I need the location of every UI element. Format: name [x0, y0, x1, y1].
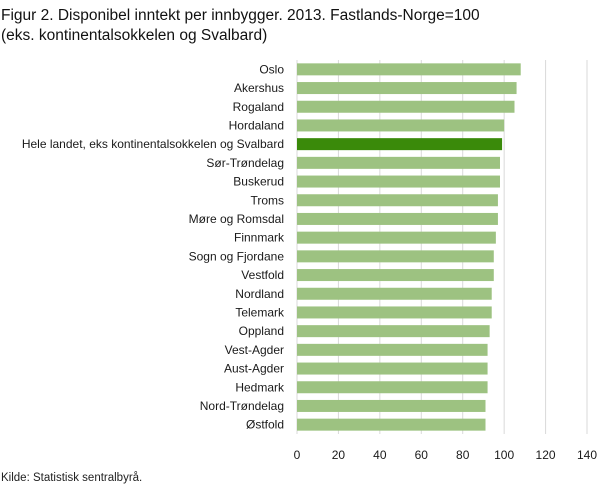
category-label: Telemark: [235, 305, 285, 319]
category-label: Akershus: [234, 81, 284, 95]
category-label: Buskerud: [233, 175, 284, 189]
bar: [297, 325, 490, 338]
category-label: Troms: [250, 193, 284, 207]
bar: [297, 63, 521, 76]
category-label: Nord-Trøndelag: [200, 399, 284, 413]
x-tick-label: 60: [415, 448, 429, 462]
category-label: Sør-Trøndelag: [206, 156, 284, 170]
bar: [297, 175, 500, 188]
category-label: Oppland: [239, 324, 284, 338]
category-label: Finnmark: [234, 231, 285, 245]
bar: [297, 138, 503, 151]
bar: [297, 287, 492, 300]
category-label: Vestfold: [241, 268, 284, 282]
bar: [297, 399, 486, 412]
bar: [297, 362, 488, 375]
category-label: Hele landet, eks kontinentalsokkelen og …: [22, 137, 284, 151]
bar: [297, 100, 515, 113]
bar: [297, 119, 505, 132]
bar: [297, 156, 500, 169]
category-label: Aust-Agder: [224, 362, 284, 376]
bar: [297, 306, 492, 319]
bar: [297, 343, 488, 356]
category-label: Vest-Agder: [225, 343, 284, 357]
bar: [297, 269, 494, 282]
chart-title: Figur 2. Disponibel inntekt per innbygge…: [1, 6, 601, 46]
bar: [297, 231, 496, 244]
x-tick-label: 20: [332, 448, 346, 462]
bar: [297, 250, 494, 263]
chart-title-line2: (eks. kontinentalsokkelen og Svalbard): [1, 27, 268, 44]
bar: [297, 418, 486, 431]
source-note: Kilde: Statistisk sentralbyrå.: [1, 472, 143, 484]
x-tick-label: 40: [373, 448, 387, 462]
bar-chart: Oslo Akershus Rogaland Hordaland Hele landet…: [22, 60, 597, 462]
x-tick-label: 120: [536, 448, 556, 462]
category-label: Østfold: [246, 418, 284, 432]
x-tick-label: 100: [494, 448, 514, 462]
category-label: Sogn og Fjordane: [189, 249, 285, 263]
category-label: Møre og Romsdal: [189, 212, 284, 226]
x-tick-label: 0: [294, 448, 301, 462]
category-label: Hedmark: [235, 380, 285, 394]
category-label: Rogaland: [233, 100, 284, 114]
bar: [297, 212, 498, 225]
category-label: Oslo: [259, 62, 284, 76]
bar: [297, 381, 488, 394]
x-tick-label: 80: [456, 448, 470, 462]
x-tick-label: 140: [577, 448, 597, 462]
chart-title-line1: Figur 2. Disponibel inntekt per innbygge…: [1, 7, 480, 24]
category-label: Nordland: [235, 287, 284, 301]
bar: [297, 82, 517, 95]
category-label: Hordaland: [229, 118, 284, 132]
bar: [297, 194, 498, 207]
